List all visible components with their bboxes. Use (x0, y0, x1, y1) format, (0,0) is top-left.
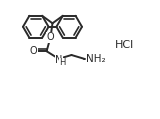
Text: HCl: HCl (115, 40, 134, 50)
Text: O: O (47, 32, 54, 42)
Text: O: O (30, 46, 37, 56)
Text: N: N (55, 55, 62, 65)
Text: H: H (60, 58, 66, 67)
Text: NH₂: NH₂ (86, 54, 106, 64)
